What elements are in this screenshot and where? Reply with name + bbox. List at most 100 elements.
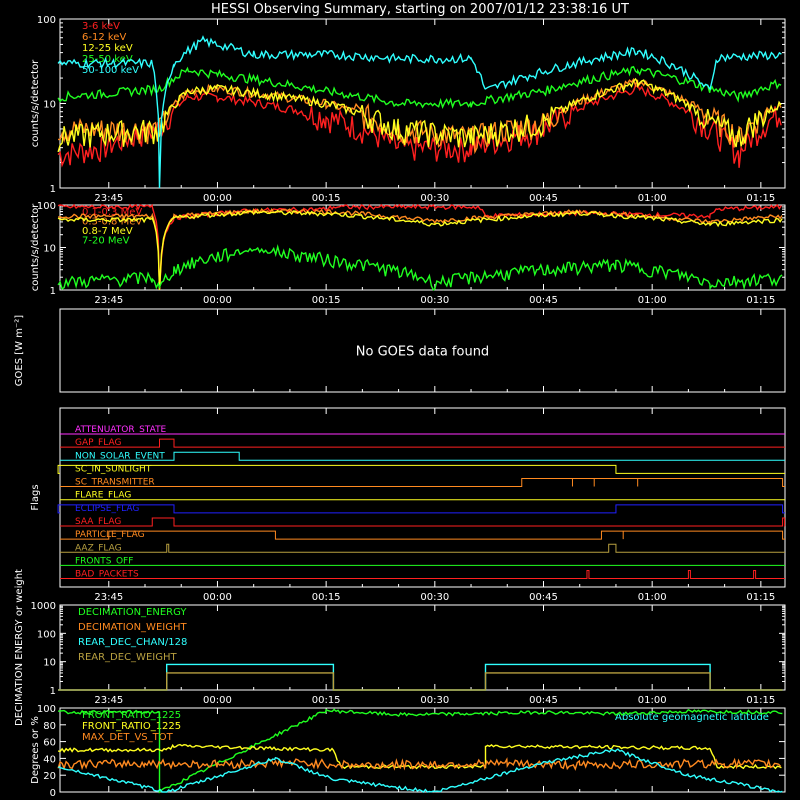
flag-line — [60, 438, 785, 448]
flag-line — [60, 570, 785, 580]
y-axis-label: counts/s/detector — [30, 59, 41, 147]
y-tick-label: 100 — [37, 704, 56, 715]
y-tick-label: 0 — [50, 788, 56, 799]
x-tick-label: 00:15 — [312, 193, 341, 204]
legend-entry: REAR_DEC_CHAN/128 — [78, 637, 187, 648]
flag-label: SC_TRANSMITTER — [75, 478, 155, 488]
x-tick-label: 00:00 — [203, 592, 232, 603]
series-line — [57, 244, 783, 291]
flag-line — [57, 464, 785, 474]
no-data-message: No GOES data found — [356, 345, 489, 360]
flag-line — [60, 517, 786, 527]
flag-label: AAZ_FLAG — [75, 543, 122, 553]
legend-entry: 6-12 keV — [82, 32, 126, 43]
flag-line — [60, 451, 785, 461]
y-tick-label: 1 — [50, 286, 56, 297]
y-tick-label: 100 — [37, 15, 56, 26]
x-tick-label: 23:45 — [94, 193, 123, 204]
flag-label: GAP_FLAG — [75, 438, 121, 448]
legend-entry: 0.3-0.8 MeV — [82, 217, 142, 228]
legend-entry: 0.1-0.3 MeV — [82, 207, 142, 218]
series-line — [57, 757, 782, 771]
x-tick-label: 01:15 — [746, 295, 775, 306]
x-tick-label: 00:15 — [312, 295, 341, 306]
legend-entry: 25-50 keV — [82, 54, 133, 65]
x-tick-label: 23:45 — [94, 592, 123, 603]
y-tick-label: 60 — [43, 738, 56, 749]
x-tick-label: 00:00 — [203, 295, 232, 306]
y-axis-label: Degrees or % — [30, 716, 41, 784]
y-tick-label: 80 — [43, 721, 56, 732]
x-tick-label: 00:30 — [420, 193, 449, 204]
flag-line — [60, 543, 785, 553]
legend-entry: DECIMATION_ENERGY — [78, 607, 187, 618]
x-tick-label: 23:45 — [94, 295, 123, 306]
x-tick-label: 00:45 — [529, 295, 558, 306]
flag-label: SAA_FLAG — [75, 517, 121, 527]
flag-line — [57, 504, 785, 514]
panel-flags: 23:45 00:00 00:15 00:30 00:45 01:00 01:15 Flags… — [30, 407, 786, 603]
legend-entry: FRONT_RATIO_1225 — [82, 721, 181, 732]
legend-entry: 12-25 keV — [82, 43, 133, 54]
x-tick-label: 00:15 — [312, 592, 341, 603]
flag-label: SC_IN_SUNLIGHT — [75, 464, 152, 474]
flag-label: FRONTS_OFF — [75, 556, 133, 566]
legend-entry: DECIMATION_WEIGHT — [78, 622, 187, 633]
y-tick-label: 1 — [50, 686, 56, 697]
flag-label: ECLIPSE_FLAG — [75, 504, 139, 514]
legend-entry: Absolute geomagnetic latitude — [615, 712, 769, 723]
legend-entry: MAX_DET_VS_TOT — [82, 732, 174, 743]
series-line — [57, 82, 782, 168]
legend-entry: FRONT_RATIO_1225 — [82, 710, 181, 721]
flag-label: FLARE_FLAG — [75, 491, 131, 501]
panel-goes: GOES [W m⁻²] No GOES data found — [14, 308, 786, 393]
x-tick-label: 00:30 — [420, 695, 449, 706]
panel-decimation: 23:45 00:00 00:15 00:30 00:45 01:00 01:15 1 10 10… — [14, 569, 786, 726]
x-tick-label: 00:45 — [529, 193, 558, 204]
x-tick-label: 01:15 — [746, 592, 775, 603]
y-tick-label: 10 — [43, 244, 56, 255]
y-axis-label: DECIMATION ENERGY or weight — [14, 569, 25, 726]
x-tick-label: 01:00 — [638, 592, 667, 603]
x-tick-label: 00:15 — [312, 695, 341, 706]
chart-title: HESSI Observing Summary, starting on 200… — [211, 2, 629, 17]
x-tick-label: 00:45 — [529, 695, 558, 706]
series-line — [58, 708, 783, 794]
series-line — [57, 65, 782, 109]
y-tick-label: 100 — [37, 629, 56, 640]
y-tick-label: 10 — [43, 100, 56, 111]
flag-line — [60, 530, 785, 540]
series-line — [57, 35, 782, 189]
x-tick-label: 01:00 — [638, 295, 667, 306]
y-tick-label: 40 — [43, 754, 56, 765]
x-tick-label: 00:00 — [203, 193, 232, 204]
x-tick-label: 00:30 — [420, 592, 449, 603]
x-tick-label: 23:45 — [94, 695, 123, 706]
y-tick-label: 20 — [43, 771, 56, 782]
y-tick-label: 1 — [50, 184, 56, 195]
legend-entry: 7-20 MeV — [82, 236, 130, 247]
y-tick-label: 1000 — [31, 601, 56, 612]
flag-label: BAD_PACKETS — [75, 570, 139, 580]
x-tick-label: 00:00 — [203, 695, 232, 706]
legend-entry: 0.8-7 MeV — [82, 226, 133, 237]
y-axis-label: GOES [W m⁻²] — [14, 315, 25, 386]
flag-label: NON_SOLAR_EVENT — [75, 451, 165, 461]
legend-entry: REAR_DEC_WEIGHT — [78, 652, 177, 663]
flag-label: ATTENUATOR_STATE — [75, 425, 167, 435]
y-axis-label: counts/s/detector — [30, 203, 41, 291]
series-line — [58, 77, 782, 155]
x-tick-label: 01:00 — [638, 695, 667, 706]
x-tick-label: 01:15 — [746, 193, 775, 204]
panel-count-rates-high: 23:45 00:00 00:15 00:30 00:45 01:00 01:15 1 10 10… — [30, 201, 786, 306]
series-line — [57, 77, 782, 153]
legend-entry: 50-100 keV — [82, 65, 139, 76]
x-tick-label: 00:45 — [529, 592, 558, 603]
flag-line — [60, 478, 785, 488]
y-tick-label: 100 — [37, 201, 56, 212]
series-line — [57, 748, 783, 793]
panel-count-rates-low: 23:45 00:00 00:15 00:30 00:45 01:00 01:15 1 10 10… — [30, 15, 786, 204]
legend-entry: 3-6 keV — [82, 21, 120, 32]
